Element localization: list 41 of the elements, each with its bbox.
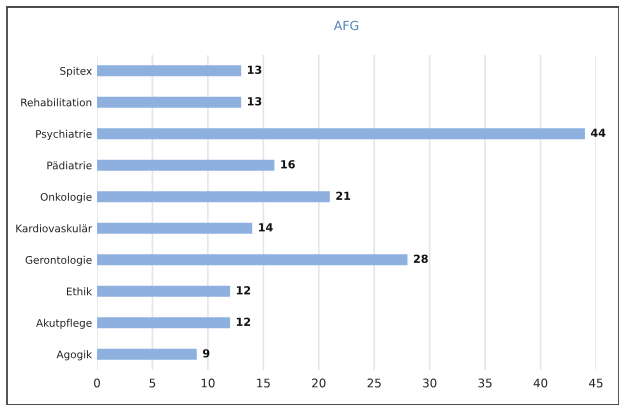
bar <box>97 65 242 76</box>
data-label: 28 <box>414 254 428 263</box>
data-label: 9 <box>202 349 210 358</box>
x-tick-label: 20 <box>312 378 326 388</box>
y-tick-label: Kardiovaskulär <box>16 224 92 232</box>
x-tick-label: 5 <box>150 378 156 388</box>
data-label: 44 <box>590 128 606 137</box>
y-tick-label: Pädiatrie <box>47 161 92 170</box>
x-tick-label: 15 <box>257 378 270 388</box>
chart-title: AFG <box>334 20 358 30</box>
data-label: 12 <box>236 318 250 326</box>
bar <box>97 317 230 328</box>
x-tick-label: 0 <box>94 378 100 388</box>
bar <box>97 96 242 108</box>
x-tick-label: 40 <box>534 378 548 388</box>
bar <box>97 222 252 234</box>
bar <box>97 348 197 360</box>
y-tick-label: Onkologie <box>40 192 92 203</box>
y-tick-label: Gerontologie <box>26 256 92 266</box>
y-tick-label: Psychiatrie <box>36 130 92 140</box>
y-tick-label: Spitex <box>60 66 92 77</box>
x-tick-label: 10 <box>202 378 215 388</box>
bar <box>97 254 408 266</box>
data-label: 21 <box>336 192 350 200</box>
x-tick-label: 25 <box>368 378 381 388</box>
y-tick-label: Akutpflege <box>36 318 92 329</box>
bar <box>97 128 585 140</box>
y-tick-label: Agogik <box>56 350 92 360</box>
y-tick-label: Ethik <box>66 287 92 296</box>
x-tick-label: 45 <box>589 378 602 388</box>
x-tick-label: 35 <box>478 378 492 388</box>
data-label: 13 <box>248 66 262 74</box>
y-tick-label: Rehabilitation <box>21 98 92 106</box>
bar <box>97 160 274 171</box>
data-label: 12 <box>236 286 250 294</box>
bar <box>97 191 330 202</box>
data-label: 13 <box>248 97 262 106</box>
bar <box>97 286 230 297</box>
x-tick-label: 30 <box>423 378 436 388</box>
data-label: 14 <box>259 223 273 232</box>
data-label: 16 <box>281 160 295 168</box>
